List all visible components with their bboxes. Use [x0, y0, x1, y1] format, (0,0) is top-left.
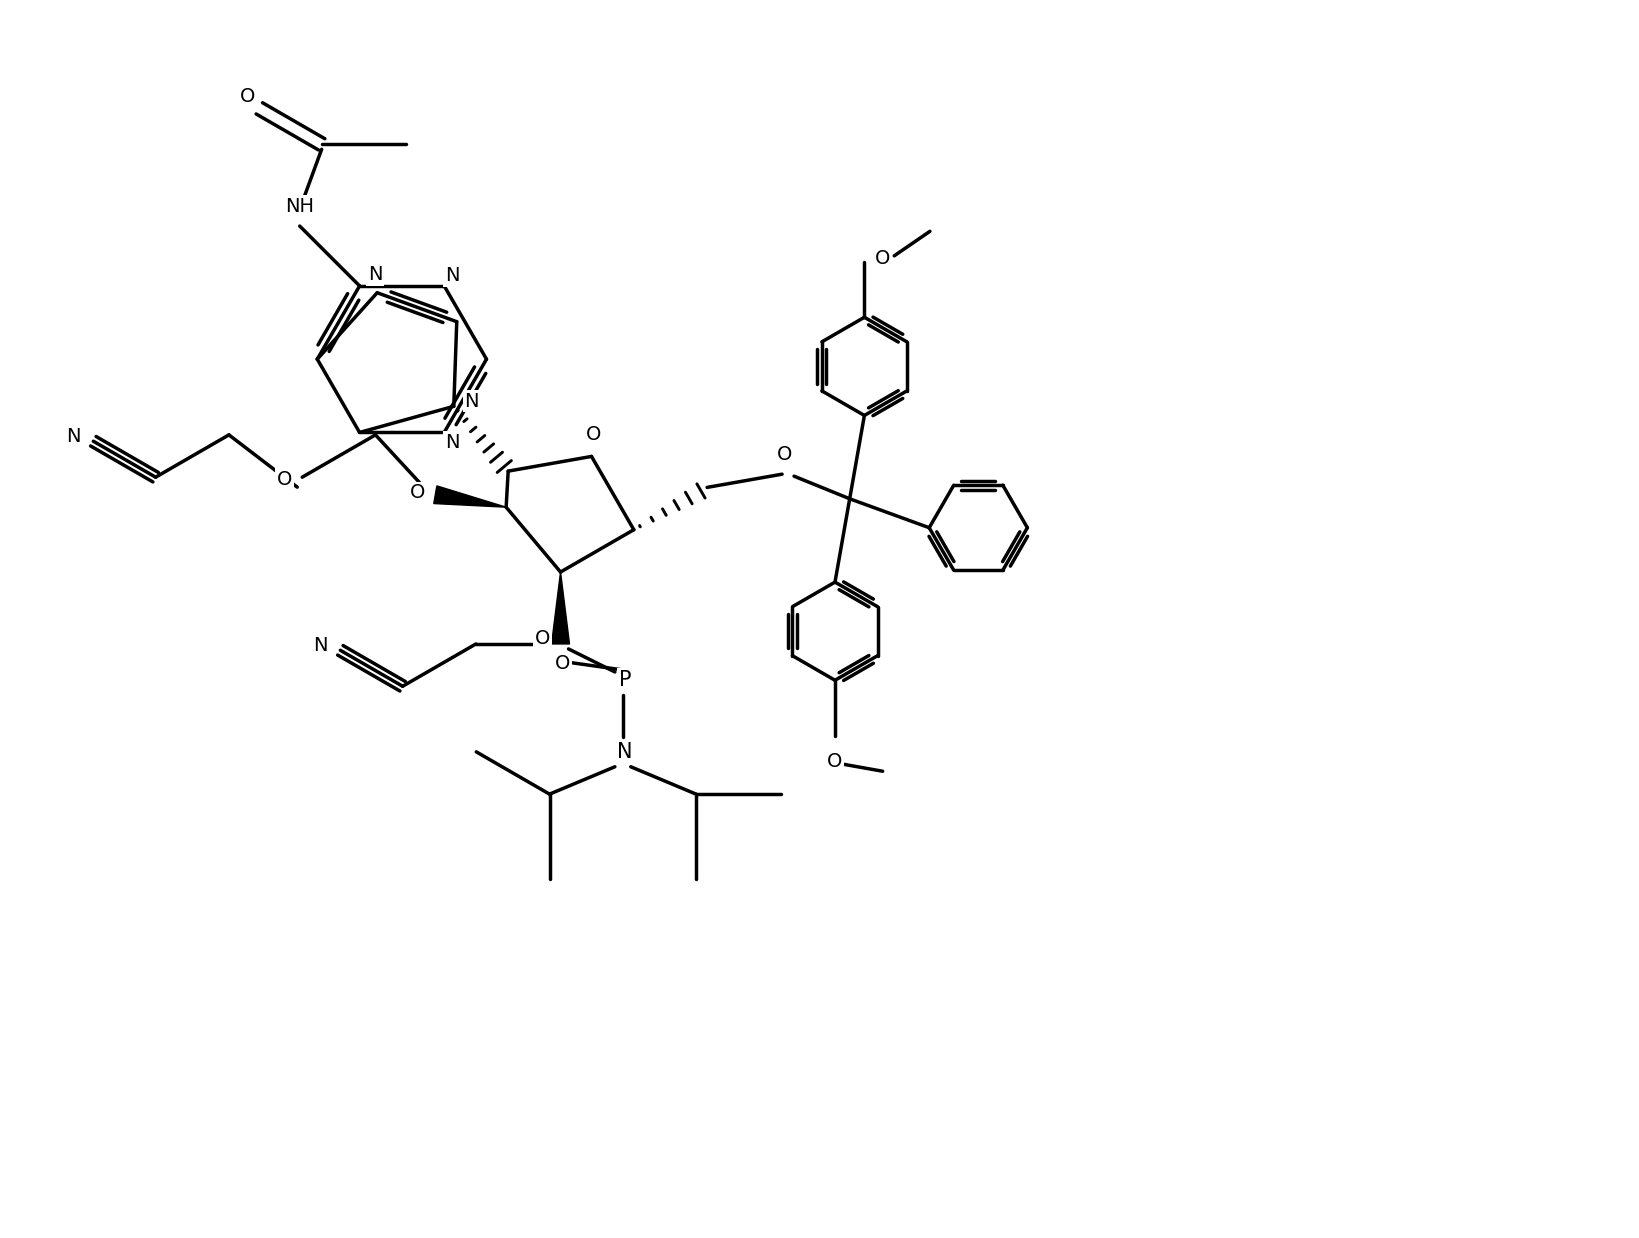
Text: N: N [367, 265, 382, 285]
Polygon shape [551, 572, 569, 644]
Text: O: O [554, 655, 570, 673]
Text: N: N [66, 427, 80, 446]
Text: N: N [616, 742, 633, 761]
Text: N: N [313, 636, 328, 655]
Text: O: O [874, 249, 890, 269]
Polygon shape [433, 485, 506, 508]
Text: O: O [277, 469, 292, 489]
Text: N: N [464, 391, 479, 411]
Text: O: O [534, 629, 551, 649]
Text: O: O [826, 753, 842, 771]
Text: O: O [239, 87, 256, 106]
Text: N: N [444, 433, 459, 452]
Text: O: O [775, 444, 792, 464]
Text: NH: NH [285, 197, 315, 215]
Text: O: O [585, 425, 602, 444]
Text: P: P [618, 670, 631, 690]
Text: O: O [410, 483, 425, 503]
Text: N: N [444, 266, 459, 286]
